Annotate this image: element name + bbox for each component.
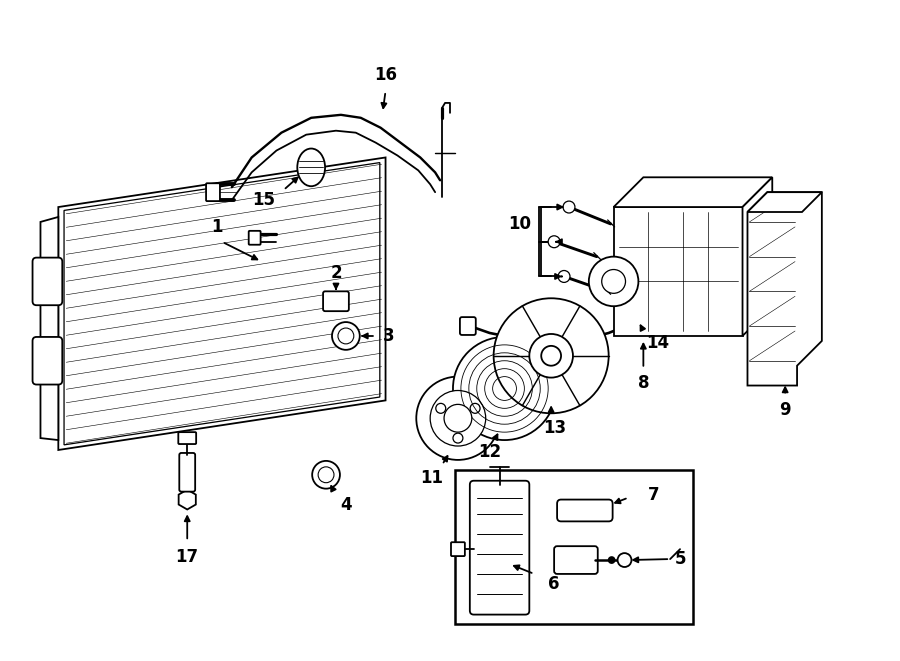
Text: 13: 13	[544, 419, 567, 437]
Text: 9: 9	[779, 401, 791, 419]
Circle shape	[617, 553, 632, 567]
Polygon shape	[178, 490, 196, 510]
FancyBboxPatch shape	[32, 258, 62, 305]
Text: 12: 12	[478, 443, 501, 461]
Circle shape	[493, 298, 608, 413]
Circle shape	[417, 377, 500, 460]
FancyBboxPatch shape	[451, 542, 465, 556]
Polygon shape	[748, 192, 822, 385]
Circle shape	[312, 461, 340, 488]
Polygon shape	[58, 157, 385, 450]
FancyBboxPatch shape	[179, 453, 195, 492]
FancyBboxPatch shape	[470, 481, 529, 615]
Circle shape	[541, 346, 561, 366]
FancyBboxPatch shape	[32, 337, 62, 385]
Polygon shape	[614, 177, 772, 207]
FancyBboxPatch shape	[178, 432, 196, 444]
Text: 3: 3	[382, 327, 394, 345]
Text: 6: 6	[548, 575, 560, 593]
Circle shape	[430, 391, 486, 446]
Circle shape	[602, 270, 626, 293]
Circle shape	[589, 256, 638, 306]
Circle shape	[332, 322, 360, 350]
Polygon shape	[614, 207, 742, 336]
Text: 15: 15	[252, 191, 275, 209]
Circle shape	[558, 270, 570, 282]
Ellipse shape	[297, 149, 325, 186]
Polygon shape	[40, 217, 58, 440]
FancyBboxPatch shape	[323, 292, 349, 311]
Text: 5: 5	[674, 550, 686, 568]
Text: 11: 11	[420, 469, 444, 486]
Circle shape	[548, 236, 560, 248]
Text: 1: 1	[212, 218, 222, 236]
Text: 17: 17	[176, 548, 199, 566]
Text: 10: 10	[508, 215, 531, 233]
Text: 2: 2	[330, 264, 342, 282]
FancyBboxPatch shape	[460, 317, 476, 335]
Polygon shape	[742, 177, 772, 336]
Text: 8: 8	[637, 373, 649, 391]
Text: 7: 7	[647, 486, 659, 504]
Circle shape	[608, 557, 615, 563]
Text: 14: 14	[647, 334, 670, 352]
FancyBboxPatch shape	[206, 183, 220, 201]
Polygon shape	[748, 192, 822, 212]
Circle shape	[563, 201, 575, 213]
Text: 16: 16	[374, 66, 397, 84]
Circle shape	[453, 337, 556, 440]
FancyBboxPatch shape	[557, 500, 613, 522]
Bar	[455, 470, 693, 623]
Text: 4: 4	[340, 496, 352, 514]
FancyBboxPatch shape	[554, 546, 598, 574]
Circle shape	[444, 405, 472, 432]
Circle shape	[529, 334, 573, 377]
FancyBboxPatch shape	[248, 231, 261, 245]
